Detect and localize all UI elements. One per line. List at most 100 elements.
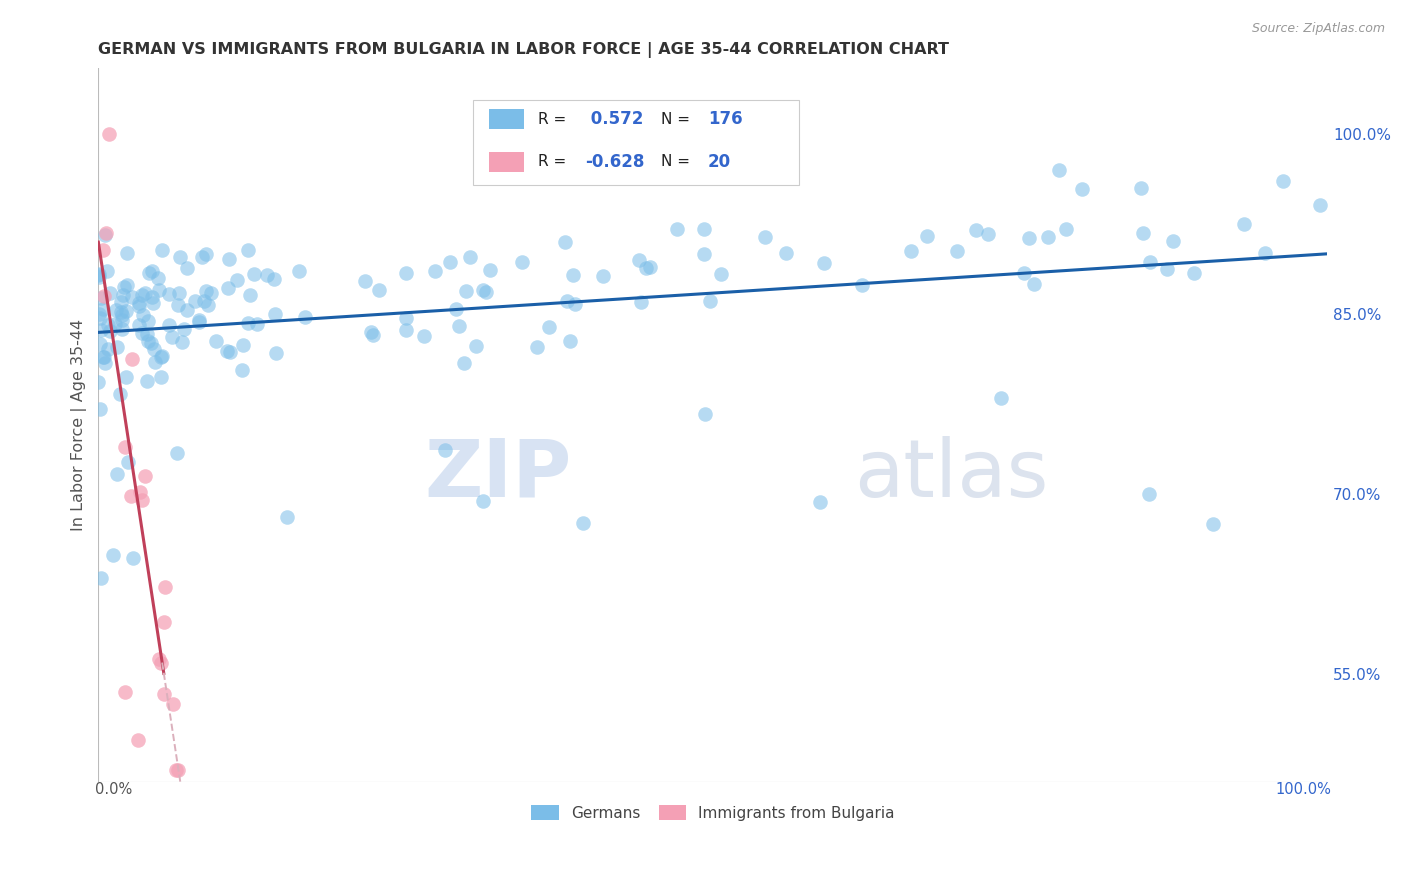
Point xyxy=(367,283,389,297)
Point xyxy=(218,252,240,267)
Point xyxy=(149,656,172,670)
Point xyxy=(1024,277,1046,292)
Point xyxy=(1139,255,1161,269)
Bar xyxy=(489,109,523,129)
Point xyxy=(93,350,115,364)
Point xyxy=(592,269,614,284)
Point xyxy=(1130,181,1153,195)
Point xyxy=(1161,234,1184,248)
Point xyxy=(246,317,269,331)
Text: 20: 20 xyxy=(709,153,731,171)
Point xyxy=(231,363,253,377)
Point xyxy=(176,302,198,317)
FancyBboxPatch shape xyxy=(474,100,799,186)
Point xyxy=(560,334,582,348)
Point xyxy=(638,260,661,275)
Point xyxy=(197,298,219,312)
Point xyxy=(243,267,266,281)
Point xyxy=(1071,182,1094,196)
Point xyxy=(149,350,172,364)
Point xyxy=(710,267,733,281)
Point xyxy=(1182,267,1205,281)
Point xyxy=(354,274,377,288)
Point xyxy=(693,221,716,235)
Point xyxy=(693,408,716,422)
Point xyxy=(808,495,831,509)
Point xyxy=(188,313,211,327)
Point xyxy=(111,322,134,336)
Text: R =: R = xyxy=(538,112,571,127)
Point xyxy=(98,127,121,141)
Point xyxy=(453,356,475,370)
Point xyxy=(105,467,128,481)
Point xyxy=(475,285,498,299)
Point xyxy=(153,615,176,629)
Point xyxy=(94,356,117,370)
Point xyxy=(360,325,382,339)
Point xyxy=(153,580,176,594)
Point xyxy=(1137,486,1160,500)
Point xyxy=(131,326,153,340)
Point xyxy=(112,288,135,302)
Bar xyxy=(489,152,523,172)
Point xyxy=(157,318,180,332)
Point xyxy=(1254,245,1277,260)
Point xyxy=(423,264,446,278)
Point xyxy=(167,286,190,301)
Point xyxy=(554,235,576,250)
Point xyxy=(444,301,467,316)
Point xyxy=(173,322,195,336)
Text: -0.628: -0.628 xyxy=(585,153,644,171)
Point xyxy=(413,328,436,343)
Point xyxy=(110,304,132,318)
Point xyxy=(634,261,657,276)
Point xyxy=(195,285,218,299)
Point xyxy=(900,244,922,258)
Point xyxy=(775,246,797,260)
Point xyxy=(111,313,134,327)
Point xyxy=(226,273,249,287)
Point xyxy=(121,290,143,304)
Point xyxy=(666,222,689,236)
Point xyxy=(1156,261,1178,276)
Point xyxy=(107,340,129,354)
Point xyxy=(276,509,298,524)
Text: 0.572: 0.572 xyxy=(585,110,644,128)
Point xyxy=(628,253,651,268)
Point xyxy=(218,344,240,359)
Point xyxy=(264,306,287,320)
Point xyxy=(813,256,835,270)
Point xyxy=(90,571,112,585)
Point xyxy=(90,323,112,337)
Point xyxy=(146,271,169,285)
Point xyxy=(191,250,214,264)
Text: ZIP: ZIP xyxy=(425,435,572,514)
Point xyxy=(115,278,138,293)
Point xyxy=(172,334,194,349)
Point xyxy=(150,350,173,364)
Point xyxy=(434,442,457,457)
Point xyxy=(187,315,209,329)
Point xyxy=(108,387,131,401)
Text: N =: N = xyxy=(661,154,695,169)
Point xyxy=(160,330,183,344)
Point xyxy=(363,328,385,343)
Point xyxy=(97,318,120,332)
Point xyxy=(87,269,110,284)
Point xyxy=(1012,266,1035,280)
Point xyxy=(110,294,132,309)
Text: Source: ZipAtlas.com: Source: ZipAtlas.com xyxy=(1251,22,1385,36)
Point xyxy=(94,226,117,240)
Point xyxy=(149,370,172,384)
Point xyxy=(117,455,139,469)
Point xyxy=(562,268,585,283)
Point xyxy=(141,335,163,350)
Point xyxy=(128,296,150,310)
Point xyxy=(200,286,222,301)
Point xyxy=(89,267,111,281)
Point xyxy=(98,324,121,338)
Point xyxy=(754,230,776,244)
Point xyxy=(165,763,187,777)
Point xyxy=(138,266,160,280)
Point xyxy=(152,687,174,701)
